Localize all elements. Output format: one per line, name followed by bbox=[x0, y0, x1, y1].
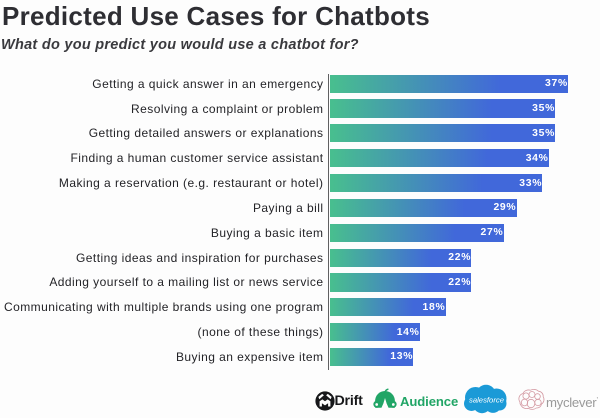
svg-text:salesforce: salesforce bbox=[469, 396, 504, 405]
